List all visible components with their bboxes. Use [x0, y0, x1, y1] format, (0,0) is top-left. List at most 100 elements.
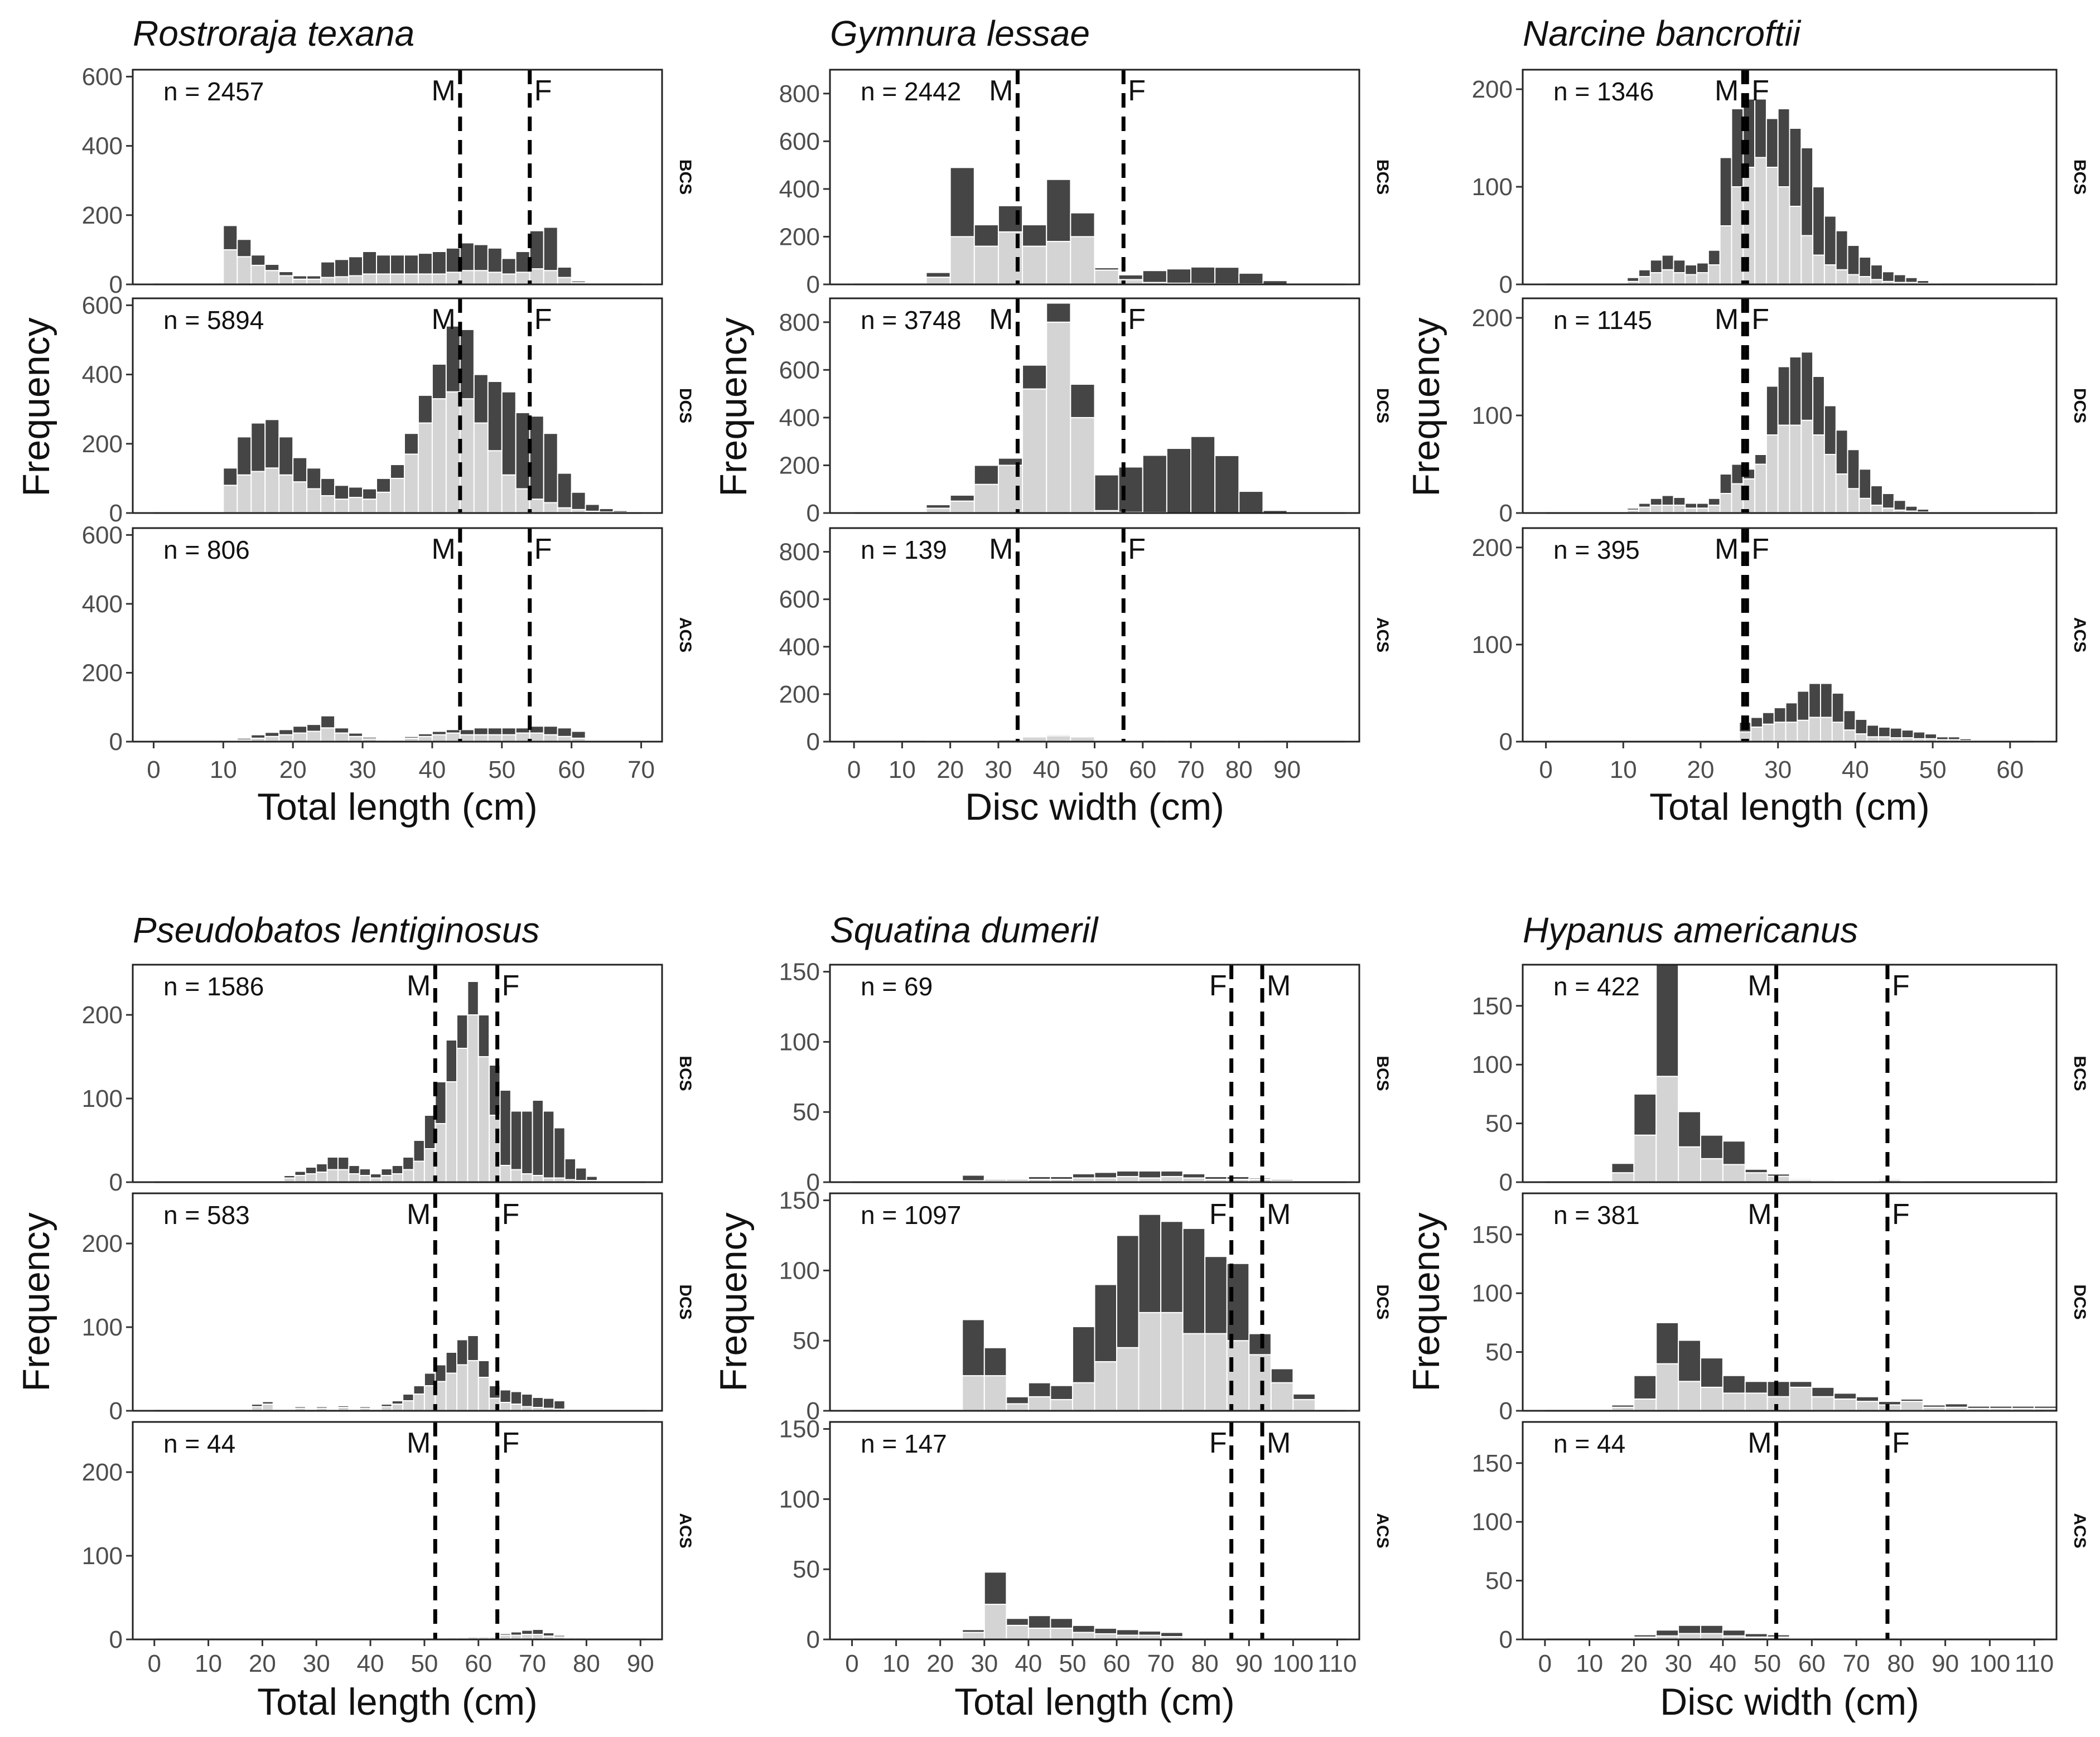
bar-light — [1722, 1392, 1746, 1412]
y-axis-label: Frequency — [15, 317, 57, 496]
strip-label: DCS — [2070, 388, 2089, 423]
bar-dark — [305, 1167, 317, 1174]
bar-light — [973, 483, 999, 514]
bar-dark — [542, 1397, 555, 1409]
strip-label: BCS — [2070, 159, 2089, 195]
bar-dark — [575, 1636, 587, 1638]
bar-dark — [1797, 690, 1810, 721]
bar-dark — [320, 477, 336, 496]
bar-dark — [542, 1110, 555, 1179]
bar-light — [1797, 719, 1810, 742]
bar-dark — [413, 1385, 425, 1395]
bar-dark — [1944, 1403, 1968, 1408]
bar-light — [1046, 321, 1071, 514]
bar-light — [1855, 733, 1868, 743]
bar-dark — [571, 280, 586, 283]
bar-light — [1761, 723, 1775, 743]
bar-dark — [456, 1339, 469, 1366]
bar-dark — [1214, 454, 1240, 514]
bar-dark — [1700, 1134, 1724, 1159]
x-tick-label: 10 — [882, 1650, 910, 1677]
bar-dark — [1789, 1636, 1813, 1639]
bar-dark — [390, 738, 405, 741]
y-tick-label: 150 — [779, 959, 820, 986]
bar-light — [264, 467, 280, 514]
bar-light — [348, 497, 364, 514]
y-tick-label: 0 — [807, 1397, 820, 1425]
bar-dark — [1661, 254, 1674, 270]
bar-light — [1700, 1386, 1724, 1412]
bar-dark — [1649, 497, 1663, 506]
x-tick-label: 60 — [465, 1650, 492, 1677]
bar-dark — [334, 259, 350, 278]
bar-dark — [1773, 707, 1787, 723]
chart-title: Hypanus americanus — [1523, 910, 1858, 950]
bar-light — [236, 474, 252, 514]
bar-dark — [316, 1406, 328, 1409]
panel-bcs: M Fn = 422 BCS 0 50 100 150 — [1472, 964, 2089, 1196]
y-tick-label: 100 — [1472, 1508, 1513, 1536]
bar-light — [1649, 272, 1663, 285]
y-axis-label: Frequency — [1405, 1212, 1447, 1391]
bar-dark — [403, 736, 419, 739]
y-tick-label: 50 — [1485, 1339, 1513, 1366]
bar-dark — [431, 730, 447, 736]
bar-dark — [1678, 1111, 1701, 1148]
bar-light — [1707, 505, 1721, 514]
bar-light — [1070, 417, 1095, 514]
x-tick-label: 30 — [971, 1650, 998, 1677]
bar-light — [543, 270, 558, 285]
panel-acs: F Mn = 147 ACS 0 50 100 150 — [779, 1416, 1392, 1653]
x-tick-label: 10 — [1576, 1650, 1603, 1677]
y-tick-label: 100 — [82, 1085, 123, 1112]
bar-dark — [1027, 1615, 1051, 1629]
bar-dark — [1022, 736, 1047, 738]
bar-dark — [370, 1173, 382, 1179]
bar-dark — [1922, 1404, 1946, 1408]
bar-dark — [362, 736, 378, 740]
bar-light — [1094, 269, 1119, 286]
maturity-label-m: M — [1747, 1427, 1771, 1459]
bar-dark — [1696, 262, 1709, 273]
bar-dark — [543, 226, 558, 272]
bar-dark — [1913, 731, 1926, 739]
panel-bcs: M Fn = 2457 BCS 0 200 400 600 — [82, 63, 694, 298]
bar-dark — [320, 715, 336, 729]
x-tick-label: 90 — [627, 1650, 654, 1677]
bar-light — [1777, 186, 1790, 285]
sample-size-label: n = 44 — [163, 1429, 235, 1458]
bar-light — [445, 391, 461, 514]
y-tick-label: 200 — [1472, 304, 1513, 332]
bar-dark — [431, 251, 447, 275]
bar-dark — [1754, 98, 1767, 158]
bar-dark — [1959, 738, 1972, 742]
bar-dark — [1248, 1333, 1272, 1356]
bar-dark — [1070, 212, 1095, 238]
y-tick-label: 100 — [1472, 1280, 1513, 1307]
bar-dark — [1878, 1178, 1901, 1180]
bar-dark — [521, 1394, 533, 1407]
bar-dark — [1823, 405, 1837, 455]
bar-light — [973, 245, 999, 285]
bar-light — [250, 264, 266, 285]
y-tick-label: 100 — [779, 1028, 820, 1056]
bar-dark — [962, 1319, 985, 1377]
bar-dark — [543, 433, 558, 504]
bar-dark — [1870, 264, 1883, 280]
bar-light — [456, 1364, 469, 1411]
bar-dark — [1022, 224, 1047, 247]
y-tick-label: 200 — [82, 1001, 123, 1029]
y-tick-label: 0 — [109, 500, 123, 527]
maturity-label-f: F — [1128, 75, 1146, 107]
bar-light — [515, 732, 530, 742]
panel-frame — [1522, 297, 2058, 514]
sample-size-label: n = 381 — [1553, 1201, 1640, 1230]
bar-light — [1878, 1404, 1901, 1412]
bar-dark — [376, 738, 392, 741]
y-tick-label: 150 — [779, 1187, 820, 1215]
bar-dark — [1800, 147, 1814, 236]
panel-frame — [1522, 1421, 2058, 1641]
bar-dark — [306, 467, 322, 490]
panel-frame — [1522, 69, 2058, 286]
bar-dark — [1611, 1404, 1635, 1408]
